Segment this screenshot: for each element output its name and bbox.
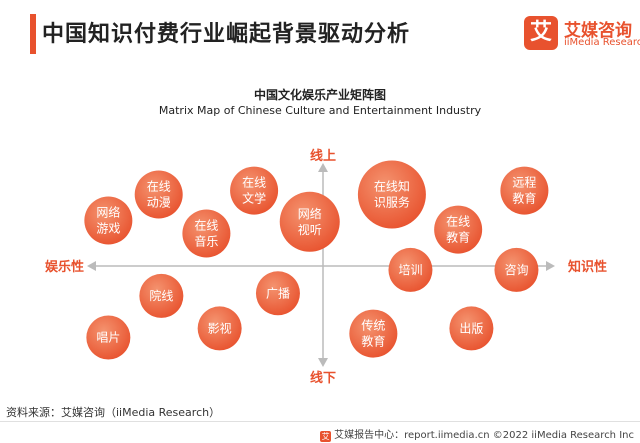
bubble-circle [134,170,183,219]
bubble-培训: 培训 [388,247,433,292]
bubble-出版: 出版 [449,306,494,351]
bubble-label: 广播 [266,286,290,300]
bubble-label: 网络 [96,205,120,220]
bubble-label: 咨询 [504,262,528,277]
bubble-circle [182,209,231,258]
bubble-label: 视听 [298,222,322,237]
axis-arrow-left-icon [87,261,96,271]
axis-label-right: 知识性 [568,259,607,275]
bubble-label: 唱片 [96,331,120,345]
bubble-circle [434,205,483,254]
bubble-label: 文学 [242,191,266,206]
bubble-circle [86,315,131,360]
bubble-label: 在线 [194,219,218,233]
bubble-circle [500,166,549,215]
bubble-circle [255,271,300,316]
axis-label-bottom: 线下 [310,370,336,386]
bubble-label: 教育 [446,230,470,245]
bubble-label: 传统 [361,318,385,333]
bubble-label: 出版 [459,321,483,335]
logo-name-cn: 艾媒咨询 [564,21,632,41]
logo-name-en: iiMedia Research [564,37,640,48]
axis-arrow-right-icon [546,261,555,271]
axis-arrow-up-icon [318,163,328,172]
bubble-影视: 影视 [197,306,242,351]
bubble-circle [349,309,398,358]
footer-credit: 艾艾媒报告中心：report.iimedia.cn ©2022 iiMedia … [320,426,634,442]
bubble-circle [357,160,426,229]
bubble-label: 院线 [149,289,173,303]
bubble-label: 网络 [298,206,322,221]
bubble-label: 培训 [398,262,422,277]
bubble-label: 影视 [208,320,232,335]
title-accent-bar [30,14,36,54]
axis-label-top: 线上 [310,148,336,164]
bubble-label: 教育 [361,334,385,349]
chart-subtitle: Matrix Map of Chinese Culture and Entert… [158,104,482,117]
axis-arrow-down-icon [318,358,328,367]
bubble-circle [84,196,133,245]
page-title: 中国知识付费行业崛起背景驱动分析 [42,22,411,47]
bubble-label: 在线 [147,180,171,194]
bubble-唱片: 唱片 [86,315,131,360]
bubble-circle [388,247,433,292]
chart-title: 中国文化娱乐产业矩阵图 [253,88,386,102]
report-center-icon: 艾 [320,431,332,442]
bubble-label: 教育 [512,191,536,206]
bubble-label: 音乐 [194,234,218,249]
logo-mark-icon: 艾 [524,16,558,50]
bubble-广播: 广播 [255,271,300,316]
bubble-label: 在线 [446,215,470,229]
bubble-circle [139,273,184,318]
bubble-circle [230,166,279,215]
bubble-circle [197,306,242,351]
bubble-label: 动漫 [147,196,171,210]
bubble-circle [494,247,539,292]
brand-logo: 艾 艾媒咨询 iiMedia Research [524,12,640,58]
footer-text: 艾媒报告中心：report.iimedia.cn ©2022 iiMedia R… [334,430,634,441]
bubble-院线: 院线 [139,273,184,318]
source-note: 资料来源：艾媒咨询（iiMedia Research） [6,406,221,419]
footer-divider [0,421,640,422]
bubble-circle [279,191,340,252]
bubble-label: 在线知 [374,180,410,194]
bubble-circle [449,306,494,351]
bubble-label: 远程 [512,175,536,190]
bubble-label: 在线 [242,176,266,190]
bubble-咨询: 咨询 [494,247,539,292]
axis-label-left: 娱乐性 [45,259,84,275]
bubble-label: 游戏 [96,222,120,236]
bubble-label: 识服务 [374,195,410,210]
